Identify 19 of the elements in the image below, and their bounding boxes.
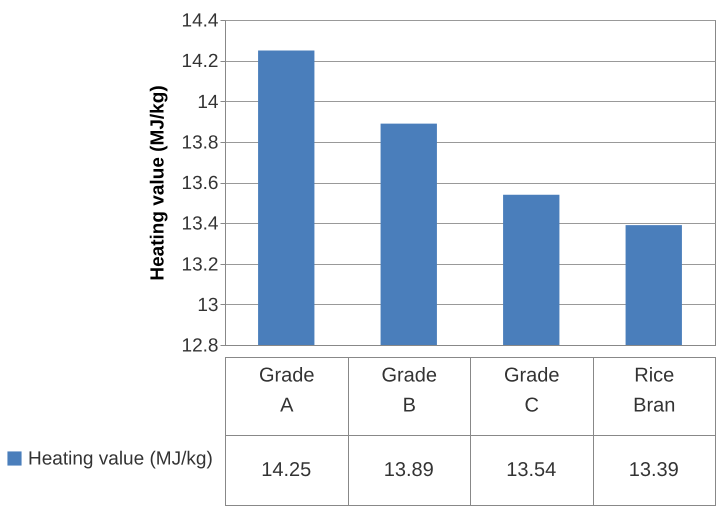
y-tick-label: 13.2 — [182, 254, 218, 276]
y-tick-label: 13.8 — [182, 132, 218, 154]
x-tick-label: Grade B — [381, 364, 438, 416]
y-tick-label: 14.2 — [182, 51, 218, 72]
y-tick-label: 12.8 — [182, 336, 218, 356]
y-axis-title: Heating value (MJ/kg) — [148, 85, 169, 281]
y-tick-label: 13 — [197, 294, 218, 316]
y-tick-label: 13.4 — [182, 214, 219, 235]
legend-label: Heating value (MJ/kg) — [28, 448, 213, 470]
data-label: 13.89 — [384, 459, 434, 481]
y-tick-label: 14 — [197, 92, 219, 113]
x-tick-label: Rice Bran — [633, 364, 676, 416]
y-tick-label: 14.4 — [182, 10, 219, 32]
y-tick-label: 13.6 — [182, 173, 218, 194]
data-label: 13.39 — [628, 459, 679, 481]
data-label: 13.54 — [506, 459, 556, 481]
x-tick-label: Grade A — [258, 364, 315, 416]
x-tick-label: Grade C — [504, 364, 560, 416]
data-label: 14.25 — [261, 459, 312, 481]
